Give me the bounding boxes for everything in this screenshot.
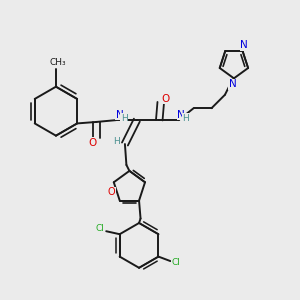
Text: H: H: [182, 113, 189, 122]
Text: N: N: [240, 40, 248, 50]
Text: N: N: [177, 110, 185, 120]
Text: O: O: [161, 94, 170, 103]
Text: H: H: [121, 113, 128, 122]
Text: O: O: [108, 187, 115, 197]
Text: N: N: [229, 79, 236, 89]
Text: O: O: [88, 138, 96, 148]
Text: H: H: [113, 137, 120, 146]
Text: N: N: [116, 110, 123, 120]
Text: Cl: Cl: [96, 224, 105, 233]
Text: Cl: Cl: [172, 258, 181, 267]
Text: CH₃: CH₃: [49, 58, 66, 67]
